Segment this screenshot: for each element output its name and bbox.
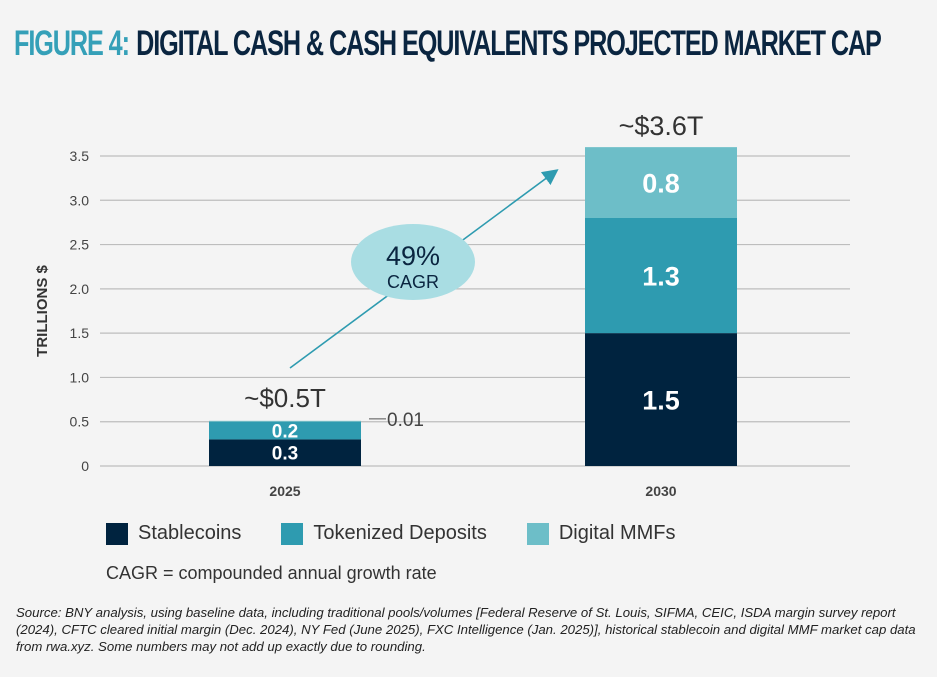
data-label: 0.3 xyxy=(272,444,298,465)
y-tick-label: 0.5 xyxy=(70,414,90,430)
data-label: 0.2 xyxy=(272,422,298,443)
y-tick-label: 2.0 xyxy=(70,281,90,297)
y-tick-label: 0 xyxy=(81,458,89,474)
y-tick-label: 2.5 xyxy=(70,237,90,253)
y-axis-label: TRILLIONS $ xyxy=(34,265,51,357)
legend-swatch xyxy=(526,522,549,545)
y-tick-label: 3.5 xyxy=(70,148,90,164)
cagr-note: CAGR = compounded annual growth rate xyxy=(106,563,437,583)
legend-item: Tokenized Deposits xyxy=(281,522,487,545)
legend-label: Digital MMFs xyxy=(558,522,676,544)
bar-segment-digital-mmfs xyxy=(209,420,361,422)
cagr-bubble xyxy=(351,224,475,300)
y-tick-label: 1.5 xyxy=(70,325,90,341)
y-tick-label: 3.0 xyxy=(70,192,90,208)
legend-label: Tokenized Deposits xyxy=(313,522,487,544)
bar-segment-stablecoins xyxy=(585,333,737,466)
legend-item: Stablecoins xyxy=(106,522,241,545)
source-note: Source: BNY analysis, using baseline dat… xyxy=(16,605,916,654)
title-text: DIGITAL CASH & CASH EQUIVALENTS PROJECTE… xyxy=(136,24,882,63)
legend-swatch xyxy=(281,522,304,545)
data-label: 1.5 xyxy=(642,386,680,416)
total-label: ~$0.5T xyxy=(244,383,326,413)
bar-segment-stablecoins xyxy=(209,439,361,466)
bar-segment-tokenized-deposits xyxy=(585,218,737,334)
bar-segment-digital-mmfs xyxy=(585,147,737,218)
figure-number: FIGURE 4: xyxy=(14,24,130,63)
stacked-bar-chart: 0 0.5 1.0 1.5 2.0 2.5 3.0 3.5 TRILLIONS $ 0.30.2 0… xyxy=(34,111,850,499)
y-tick-label: 1.0 xyxy=(70,369,90,385)
x-tick-label: 2025 xyxy=(269,483,300,499)
total-label: ~$3.6T xyxy=(619,111,704,141)
data-label: 0.01 xyxy=(387,410,424,431)
x-tick-label: 2030 xyxy=(645,483,676,499)
cagr-value: 49% xyxy=(386,241,440,271)
data-label: 0.8 xyxy=(642,169,680,199)
legend-label: Stablecoins xyxy=(138,522,242,544)
figure-title: FIGURE 4: DIGITAL CASH & CASH EQUIVALENTS… xyxy=(14,24,882,64)
legend-item: Digital MMFs xyxy=(526,522,676,545)
data-label: 1.3 xyxy=(642,262,680,292)
cagr-label: CAGR xyxy=(387,272,439,292)
bar-segment-tokenized-deposits xyxy=(209,421,361,440)
legend: Stablecoins Tokenized Deposits Digital MMF… xyxy=(106,522,716,545)
legend-swatch xyxy=(106,522,128,545)
